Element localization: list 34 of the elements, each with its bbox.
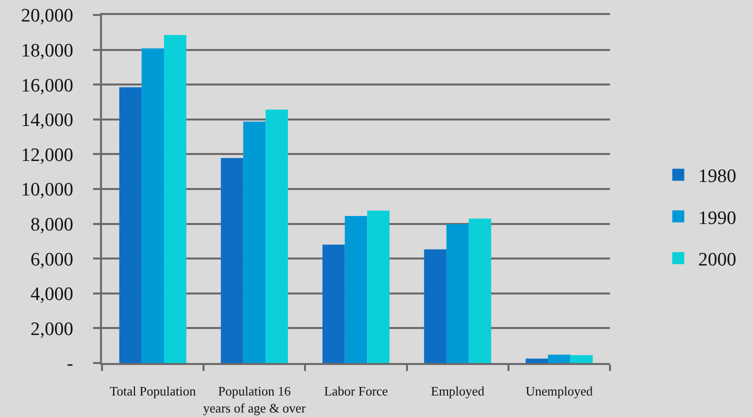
bar xyxy=(243,122,266,363)
y-tick-label: 6,000 xyxy=(30,249,74,270)
x-tick-label: Employed xyxy=(430,384,485,399)
bar xyxy=(142,48,164,363)
bar xyxy=(220,158,244,363)
y-tick-label: 18,000 xyxy=(20,40,74,62)
bar xyxy=(570,355,593,363)
x-tick-label: Labor Force xyxy=(324,384,388,399)
bar xyxy=(468,218,492,363)
legend-label: 1980 xyxy=(698,166,736,188)
y-tick-label: 16,000 xyxy=(20,75,74,96)
y-tick-label: 12,000 xyxy=(20,144,74,166)
y-tick-label: 8,000 xyxy=(30,214,74,236)
y-tick-label: 2,000 xyxy=(30,318,74,340)
bar xyxy=(367,210,390,363)
bar xyxy=(446,224,469,363)
bar xyxy=(526,358,548,363)
x-tick-label: Total Population xyxy=(110,384,196,399)
x-tick-label: Unemployed xyxy=(526,384,594,399)
y-tick-label: 14,000 xyxy=(20,110,74,132)
bar xyxy=(266,110,288,363)
bar xyxy=(119,87,142,363)
y-tick-label: 4,000 xyxy=(30,284,74,306)
bar xyxy=(424,249,446,363)
y-tick-label: 10,000 xyxy=(20,180,74,201)
x-tick-label: Population 16 years of age & over xyxy=(203,384,306,416)
y-tick-label: 20,000 xyxy=(20,6,74,27)
bar xyxy=(164,35,186,363)
bar xyxy=(322,244,345,363)
bar xyxy=(344,216,368,363)
y-tick-label: - xyxy=(66,354,74,375)
legend-label: 1990 xyxy=(698,208,736,229)
bar xyxy=(548,354,570,363)
legend-label: 2000 xyxy=(698,250,736,270)
